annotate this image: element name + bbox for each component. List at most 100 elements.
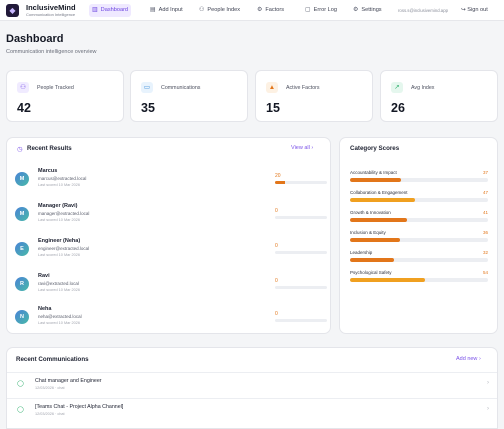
category-bar [350, 238, 488, 242]
person-email: ravi@extracted.local [38, 281, 79, 286]
category-score-row: Collaboration & Engagement 47 [350, 190, 488, 204]
app-name: InclusiveMind [26, 3, 76, 12]
avatar: N [15, 310, 29, 324]
category-score: 36 [482, 230, 488, 235]
result-row[interactable]: M Manager (Ravi) manager@extracted.local… [7, 199, 330, 235]
score-value: 0 [275, 311, 278, 317]
person-email: engineer@extracted.local [38, 246, 90, 251]
stat-value: 26 [391, 101, 405, 115]
app-logo-icon[interactable]: ◆ [6, 4, 19, 17]
category-bar-fill [350, 198, 415, 202]
score-bar [275, 181, 327, 184]
user-email: ross.s@inclusivemind.app [398, 8, 448, 13]
category-score: 41 [482, 210, 488, 215]
score-value: 0 [275, 243, 278, 249]
sliders-icon: ⚙ [257, 7, 263, 13]
category-bar [350, 258, 488, 262]
recent-results-card: ◷ Recent Results View all › M Marcus mar… [6, 137, 331, 334]
score-value: 0 [275, 208, 278, 214]
communication-date: 12/03/2026 · chat [35, 412, 65, 416]
category-name: Collaboration & Engagement [350, 190, 408, 195]
nav-item-people-index[interactable]: ⚇ People Index [196, 4, 243, 17]
category-bar [350, 278, 488, 282]
category-score-row: Leadership 32 [350, 250, 488, 264]
stat-card-people-tracked[interactable]: ⚇ People Tracked 42 [6, 70, 124, 122]
chat-icon: ◯ [17, 407, 24, 413]
score-value: 0 [275, 278, 278, 284]
nav-item-label: Settings [361, 7, 382, 13]
last-scored-date: Last scored 10 Mar 2026 [38, 253, 81, 257]
category-bar [350, 218, 488, 222]
last-scored-date: Last scored 10 Mar 2026 [38, 218, 81, 222]
stat-label: Communications [161, 85, 201, 91]
chat-icon: ◯ [17, 381, 24, 387]
trend-icon: ↗ [391, 82, 403, 93]
stat-card-avg-index[interactable]: ↗ Avg Index 26 [380, 70, 498, 122]
score-bar [275, 251, 327, 254]
result-row[interactable]: M Marcus marcus@extracted.local Last sco… [7, 164, 330, 200]
avatar: R [15, 277, 29, 291]
category-score: 37 [482, 170, 488, 175]
category-score-row: Inclusion & Equity 36 [350, 230, 488, 244]
score-value: 20 [275, 173, 281, 179]
avatar: M [15, 172, 29, 186]
add-new-link[interactable]: Add new › [456, 356, 481, 362]
nav-item-error-log[interactable]: ▢ Error Log [302, 4, 340, 17]
avatar: M [15, 207, 29, 221]
stat-card-active-factors[interactable]: ▲ Active Factors 15 [255, 70, 373, 122]
score-bar-fill [275, 181, 286, 184]
category-score-row: Accountability & Impact 37 [350, 170, 488, 184]
view-all-label: View all [291, 145, 310, 151]
person-email: marcus@extracted.local [38, 176, 87, 181]
category-name: Growth & Innovation [350, 210, 391, 215]
nav-item-label: Add Input [158, 7, 183, 13]
sign-out-button[interactable]: ↪ Sign out [461, 4, 488, 17]
person-name: Engineer (Neha) [38, 238, 81, 244]
gear-icon: ⚙ [353, 7, 359, 13]
nav-item-label: Dashboard [100, 7, 129, 13]
stat-label: Avg Index [411, 85, 435, 91]
person-name: Manager (Ravi) [38, 203, 78, 209]
category-scores-title: Category Scores [350, 145, 400, 152]
score-bar [275, 286, 327, 289]
chevron-right-icon: › [478, 356, 481, 362]
nav-item-dashboard[interactable]: ▥ Dashboard [89, 4, 132, 17]
stat-value: 15 [266, 101, 280, 115]
category-score: 47 [482, 190, 488, 195]
last-scored-date: Last scored 10 Mar 2026 [38, 288, 81, 292]
category-name: Leadership [350, 250, 373, 255]
result-row[interactable]: E Engineer (Neha) engineer@extracted.loc… [7, 234, 330, 270]
category-bar-fill [350, 218, 407, 222]
communication-row[interactable]: ◯ Chat manager and Engineer 12/03/2026 ·… [7, 372, 497, 398]
avatar: E [15, 242, 29, 256]
chevron-right-icon: › [487, 406, 489, 412]
category-bar [350, 178, 488, 182]
clock-icon: ◷ [17, 146, 23, 153]
add-new-label: Add new [456, 356, 478, 362]
category-score-row: Growth & Innovation 41 [350, 210, 488, 224]
nav-item-label: Factors [265, 7, 285, 13]
person-name: Neha [38, 306, 52, 312]
recent-communications-card: Recent Communications Add new › ◯ Chat m… [6, 347, 498, 429]
communication-row[interactable]: ◯ [Teams Chat - Project Alpha Channel] 1… [7, 398, 497, 424]
result-row[interactable]: R Ravi ravi@extracted.local Last scored … [7, 269, 330, 305]
result-row[interactable]: N Neha neha@extracted.local Last scored … [7, 302, 330, 338]
stat-value: 42 [17, 101, 31, 115]
stat-label: People Tracked [37, 85, 74, 91]
recent-results-title: Recent Results [27, 145, 72, 152]
category-bar [350, 198, 488, 202]
people-icon: ⚇ [199, 7, 205, 13]
person-name: Marcus [38, 168, 58, 174]
category-name: Inclusion & Equity [350, 230, 386, 235]
app-tagline: Communication Intelligence [26, 12, 76, 17]
nav-item-settings[interactable]: ⚙ Settings [350, 4, 385, 17]
nav-item-add-input[interactable]: ▤ Add Input [147, 4, 186, 17]
sliders-icon: ▲ [266, 82, 278, 93]
stat-value: 35 [141, 101, 155, 115]
chart-icon: ▥ [92, 7, 98, 13]
category-bar-fill [350, 178, 402, 182]
stat-card-communications[interactable]: ▭ Communications 35 [130, 70, 248, 122]
file-icon: ▢ [305, 7, 311, 13]
view-all-link[interactable]: View all › [291, 145, 313, 151]
nav-item-factors[interactable]: ⚙ Factors [254, 4, 287, 17]
